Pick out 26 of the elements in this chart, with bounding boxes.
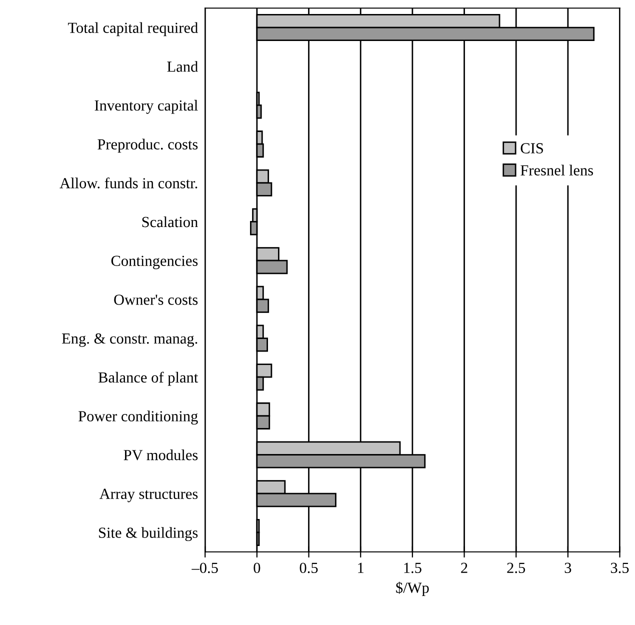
y-tick-label: Eng. & constr. manag.: [62, 333, 198, 347]
y-tick-label: Site & buildings: [99, 527, 198, 542]
y-tick-label: Array structures: [99, 488, 198, 502]
x-tick-label: 0: [254, 562, 260, 574]
y-tick-label: Power conditioning: [78, 410, 198, 425]
y-tick-label: Preproduc. costs: [98, 138, 198, 153]
y-tick-label: PV modules: [124, 449, 198, 460]
x-tick-label: 3: [564, 562, 572, 574]
y-tick-label: Land: [167, 61, 198, 72]
x-tick-label: 1.5: [404, 562, 422, 574]
y-tick-label: Total capital required: [68, 22, 198, 36]
y-tick-label: Allow. funds in constr.: [60, 177, 198, 188]
y-tick-label: Scalation: [142, 216, 198, 228]
x-tick-label: 3.5: [610, 562, 629, 574]
y-tick-label: Inventory capital: [94, 100, 198, 114]
x-axis-title: $/Wp: [396, 582, 429, 596]
x-tick-label: 0.5: [300, 562, 318, 574]
x-tick-label: –0.5: [192, 562, 218, 574]
y-tick-label: Balance of plant: [98, 372, 198, 386]
x-tick-label: 2.5: [507, 562, 526, 574]
legend-label: CIS: [520, 143, 543, 154]
y-tick-label: Contingencies: [111, 256, 198, 270]
x-tick-label: 1: [358, 562, 364, 573]
legend-label: Fresnel lens: [520, 164, 594, 176]
y-tick-label: Owner's costs: [114, 294, 198, 305]
x-tick-label: 2: [461, 562, 468, 573]
